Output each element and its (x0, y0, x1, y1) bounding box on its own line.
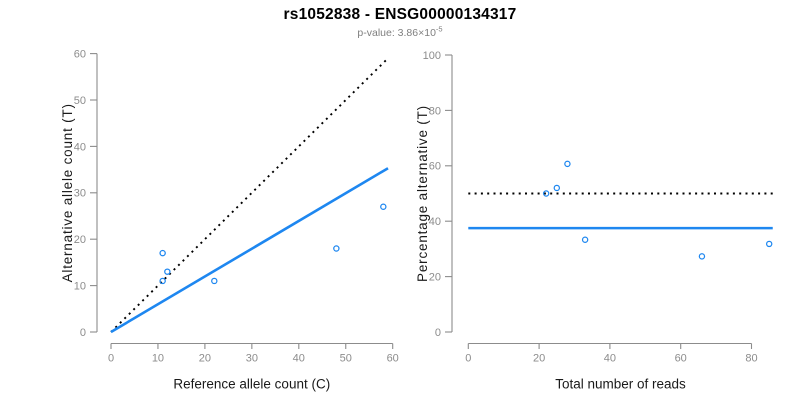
title-block: rs1052838 - ENSG00000134317 p-value: 3.8… (0, 0, 800, 39)
figure-title: rs1052838 - ENSG00000134317 (283, 6, 517, 23)
y-tick-label: 40 (429, 216, 441, 228)
left-scatter-plot: 0 10 20 30 40 50 60 0 10 20 30 40 50 60 Reference alle… (60, 49, 399, 392)
y-tick-label: 60 (74, 49, 86, 61)
data-point (765, 240, 773, 248)
data-point (159, 277, 166, 285)
y-tick-label: 60 (429, 161, 441, 173)
y-axis-title: Alternative allele count (T) (60, 103, 75, 282)
x-tick-label: 40 (604, 353, 616, 365)
data-point (553, 184, 561, 192)
y-tick-label: 100 (423, 50, 441, 62)
x-tick-label: 40 (293, 353, 305, 365)
y-tick-label: 40 (74, 141, 86, 153)
data-point (698, 253, 706, 260)
x-tick-label: 60 (675, 353, 687, 365)
x-axis-title: Total number of reads (555, 377, 686, 392)
pvalue-prefix: p-value: (357, 27, 398, 39)
data-point (542, 190, 550, 197)
y-axis-title: Percentage alternative (T) (415, 105, 430, 282)
y-tick-label: 20 (429, 272, 441, 284)
x-tick-label: 0 (465, 353, 471, 365)
y-tick-label: 0 (435, 327, 441, 339)
y-tick-label: 10 (74, 281, 86, 293)
x-tick-label: 30 (246, 353, 258, 365)
x-axis-title: Reference allele count (C) (173, 377, 330, 392)
fit-line (110, 167, 389, 334)
figure-subtitle: p-value: 3.86×10-5 (0, 24, 800, 39)
pvalue-base: 3.86×10 (397, 27, 436, 39)
y-tick-label: 30 (74, 188, 86, 200)
x-tick-label: 20 (533, 353, 545, 365)
y-tick-label: 50 (74, 95, 86, 107)
data-point (581, 236, 589, 243)
pvalue-exponent: -5 (435, 24, 443, 34)
data-point (164, 268, 171, 275)
x-tick-label: 10 (152, 353, 164, 365)
identity-line (110, 57, 389, 333)
x-tick-label: 50 (340, 353, 352, 365)
y-tick-label: 80 (429, 105, 441, 117)
data-point (380, 203, 387, 210)
x-tick-label: 20 (199, 353, 211, 365)
x-tick-label: 0 (108, 353, 114, 365)
x-tick-label: 60 (387, 353, 399, 365)
x-tick-label: 80 (745, 353, 757, 365)
y-tick-label: 20 (74, 234, 86, 246)
data-point (333, 245, 340, 252)
y-tick-label: 0 (80, 327, 86, 339)
data-point (564, 160, 571, 168)
data-point (159, 249, 166, 257)
right-scatter-plot: 0 20 40 60 80 100 0 20 40 60 80 Total number of rea… (415, 50, 773, 392)
data-point (211, 277, 218, 285)
